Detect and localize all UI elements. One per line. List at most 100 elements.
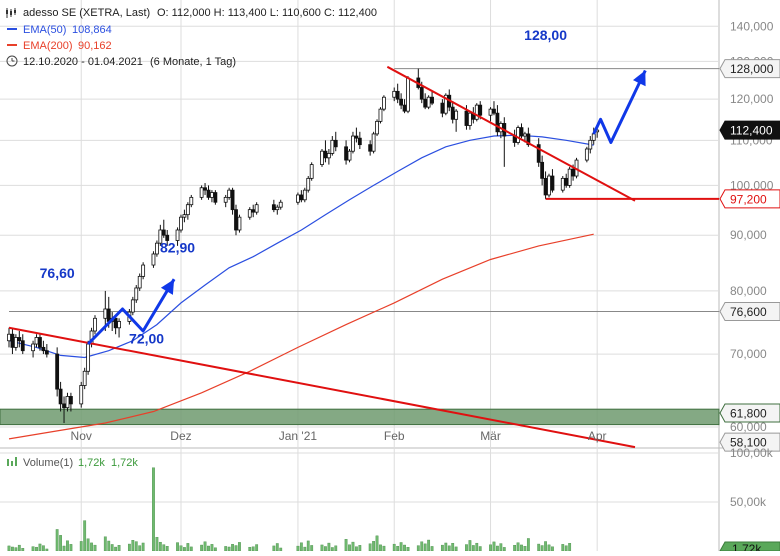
candle-body (474, 104, 479, 120)
volume-bar (520, 544, 523, 552)
period-label: (6 Monate, 1 Tag) (150, 56, 236, 68)
candle-body (278, 201, 283, 208)
candle-body (10, 333, 15, 348)
candle-body (182, 214, 187, 218)
candle-body (357, 137, 362, 146)
trend-line (386, 65, 636, 202)
candle-body (237, 216, 242, 231)
candle-body (161, 229, 166, 236)
volume-bar (468, 540, 472, 552)
volume-bar (396, 545, 400, 552)
volume-bar (475, 542, 479, 552)
candle-body (564, 177, 569, 186)
clock-icon (6, 55, 18, 67)
candle-body (309, 164, 314, 179)
price-tick-label: 90,000 (730, 228, 767, 242)
candle-body (65, 396, 70, 409)
volume-bar (227, 546, 231, 552)
candle-body (296, 194, 300, 203)
candle-body (516, 127, 520, 143)
volume-bar (90, 542, 93, 552)
candle-body (106, 308, 111, 322)
candle-body (406, 77, 410, 112)
price-tick-label: 100,000 (730, 178, 774, 192)
volume-bar (110, 544, 114, 552)
candle-body (323, 150, 328, 159)
candle-body (526, 133, 531, 146)
time-tick-label: Jan '21 (279, 429, 318, 443)
candle-body (254, 204, 259, 213)
candle-body (38, 337, 42, 348)
candle-body (519, 127, 524, 137)
volume-bar (17, 544, 21, 552)
candle-body (464, 110, 469, 126)
volume-bar (179, 545, 183, 552)
volume-value-1: 1,72k (78, 457, 105, 469)
candle-body (371, 133, 376, 152)
volume-bar (492, 541, 496, 552)
volume-bar (399, 542, 403, 552)
candle-body (588, 139, 593, 150)
candle-body (495, 112, 500, 133)
instrument-title: adesso SE (XETRA, Last) (23, 7, 150, 19)
candle-body (58, 388, 63, 405)
volume-bar (141, 542, 145, 552)
volume-bar (231, 544, 234, 552)
volume-bar (158, 541, 162, 552)
candle-body (155, 242, 159, 255)
candle-body (55, 353, 60, 390)
candle-body (430, 96, 434, 104)
candle-body (426, 96, 431, 108)
candle-body (347, 150, 352, 161)
candle-body (41, 346, 46, 352)
candle-body (488, 108, 493, 116)
candle-body (543, 177, 548, 196)
volume-bar (354, 546, 358, 552)
candle-body (117, 321, 121, 329)
price-marker-badge (719, 120, 780, 140)
candle-body (299, 194, 304, 201)
volume-bar (189, 546, 193, 552)
volume-bar (420, 541, 424, 552)
candle-body (567, 168, 572, 186)
volume-bar (234, 545, 238, 552)
price-marker-label: 61,800 (730, 406, 767, 420)
volume-bar (93, 544, 97, 552)
candle-body (20, 340, 25, 352)
volume-bar (306, 540, 310, 552)
volume-bar (368, 543, 372, 552)
time-tick-label: Nov (71, 429, 92, 443)
volume-bar (382, 545, 386, 552)
time-tick-label: Mär (480, 429, 501, 443)
volume-bar (334, 545, 338, 552)
price-tick-label: 60,000 (730, 420, 767, 434)
volume-bar (165, 546, 169, 552)
volume-bar (134, 541, 138, 552)
volume-bar (66, 540, 69, 552)
candle-body (185, 204, 190, 216)
candle-body (189, 196, 194, 206)
volume-bar (375, 535, 379, 552)
support-zone (0, 408, 720, 426)
volume-bar (248, 546, 252, 552)
volume-header: Volume(1) 1,72k 1,72k (7, 457, 138, 469)
candle-body (7, 333, 11, 342)
price-marker-label: 112,400 (730, 124, 773, 138)
candle-body (17, 337, 22, 342)
volume-bar (544, 541, 547, 552)
volume-bar (310, 545, 314, 552)
volume-bar (471, 545, 475, 552)
volume-bar (540, 545, 544, 552)
volume-bar (516, 542, 520, 552)
candle-body (206, 189, 211, 198)
candle-body (560, 177, 565, 191)
candle-body (443, 94, 448, 114)
candle-body (62, 403, 66, 409)
stock-chart-icon (6, 8, 16, 18)
candle-body (423, 98, 428, 108)
candle-body (275, 206, 280, 211)
candle-body (382, 96, 386, 110)
candle-body (419, 87, 424, 100)
price-annotation: 128,00 (524, 27, 567, 43)
